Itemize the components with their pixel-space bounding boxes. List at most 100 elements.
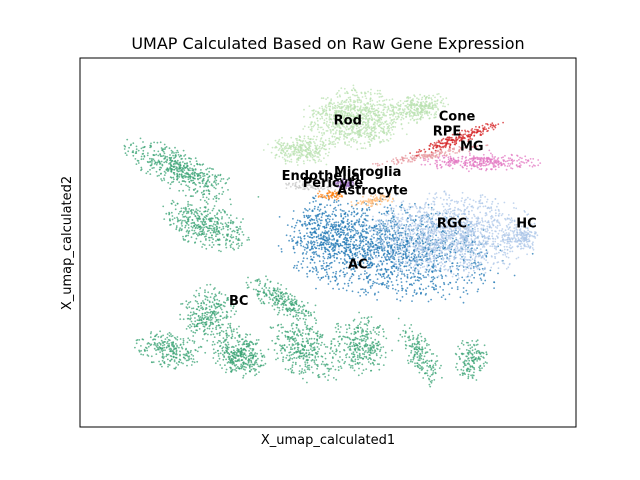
point-bc <box>191 322 194 325</box>
point-bc <box>229 221 232 224</box>
point-rgc <box>440 245 442 248</box>
point-rgc <box>436 255 439 257</box>
point-bc <box>142 149 145 152</box>
point-bc <box>192 177 195 180</box>
point-rgc <box>435 222 438 225</box>
point-rgc <box>452 221 454 224</box>
point-ac <box>352 225 354 228</box>
point-ac <box>280 250 283 253</box>
point-ac <box>293 236 295 239</box>
point-rgc <box>439 228 442 230</box>
point-ac <box>333 201 335 204</box>
point-ac <box>385 227 388 230</box>
point-hc <box>529 245 532 248</box>
point-ac <box>440 274 443 276</box>
point-bc <box>218 197 220 200</box>
point-ac <box>415 256 418 259</box>
point-hc <box>528 240 531 243</box>
point-rgc <box>441 214 444 216</box>
point-rgc <box>463 205 465 207</box>
point-ac <box>324 232 327 235</box>
point-rgc <box>420 264 423 266</box>
point-rgc <box>421 236 424 239</box>
point-bc <box>159 155 162 158</box>
point-ac <box>335 234 338 236</box>
point-rgc <box>414 261 417 264</box>
point-rgc <box>375 220 377 223</box>
point-bc <box>208 175 211 178</box>
point-ac <box>313 261 316 264</box>
point-rgc <box>462 240 465 243</box>
point-ac <box>311 232 314 234</box>
point-bc <box>216 233 219 236</box>
point-rgc <box>443 237 445 240</box>
point-bc <box>184 235 187 238</box>
point-bc <box>232 330 235 333</box>
point-rgc <box>444 230 447 233</box>
point-ac <box>333 260 336 262</box>
point-ac <box>366 231 368 234</box>
point-bc <box>199 218 202 220</box>
point-bc <box>229 246 232 249</box>
point-rgc <box>503 248 506 251</box>
point-bc <box>187 314 190 316</box>
point-rgc <box>424 268 427 270</box>
point-bc <box>140 166 143 169</box>
point-rgc <box>422 231 424 234</box>
point-ac <box>360 273 362 276</box>
point-rgc <box>354 234 357 237</box>
point-rgc <box>489 238 491 240</box>
point-rgc <box>449 203 452 205</box>
point-bc <box>181 176 184 179</box>
point-rgc <box>402 261 405 264</box>
point-bc <box>236 226 239 229</box>
point-rgc <box>397 247 400 250</box>
point-rgc <box>419 206 421 209</box>
point-bc <box>195 226 197 229</box>
point-rgc <box>441 263 444 265</box>
point-ac <box>429 239 432 242</box>
point-bc <box>176 159 179 162</box>
point-hc <box>527 229 529 232</box>
point-rgc <box>430 218 433 221</box>
point-rgc <box>448 215 451 218</box>
point-ac <box>338 233 340 235</box>
point-ac <box>350 251 352 254</box>
point-rgc <box>467 265 470 267</box>
point-bc <box>206 311 208 313</box>
point-rgc <box>477 237 479 240</box>
point-bc <box>172 180 175 183</box>
point-bc <box>181 228 183 231</box>
point-rgc <box>449 238 452 240</box>
point-rgc <box>484 196 486 198</box>
point-bc <box>217 349 220 352</box>
point-ac <box>356 208 358 210</box>
point-rgc <box>415 205 417 208</box>
point-ac <box>403 253 405 256</box>
point-bc <box>135 145 138 148</box>
point-bc <box>205 183 208 185</box>
point-ac <box>367 281 370 284</box>
point-ac <box>473 262 475 264</box>
point-bc <box>188 186 191 189</box>
point-bc <box>203 193 205 196</box>
point-ac <box>311 228 314 230</box>
point-bc <box>208 327 211 330</box>
point-rgc <box>453 215 455 218</box>
point-ac <box>382 254 385 257</box>
point-ac <box>401 296 404 298</box>
point-bc <box>149 168 151 171</box>
point-bc <box>221 349 224 352</box>
point-rgc <box>502 253 504 256</box>
point-rgc <box>382 239 385 242</box>
point-rgc <box>457 249 460 252</box>
point-bc <box>220 315 222 317</box>
point-ac <box>305 215 308 218</box>
point-rgc <box>451 225 453 228</box>
point-ac <box>412 294 414 297</box>
point-ac <box>296 264 298 267</box>
point-rgc <box>466 263 469 266</box>
point-rgc <box>435 232 438 234</box>
point-hc <box>509 247 512 250</box>
point-rgc <box>479 221 482 224</box>
